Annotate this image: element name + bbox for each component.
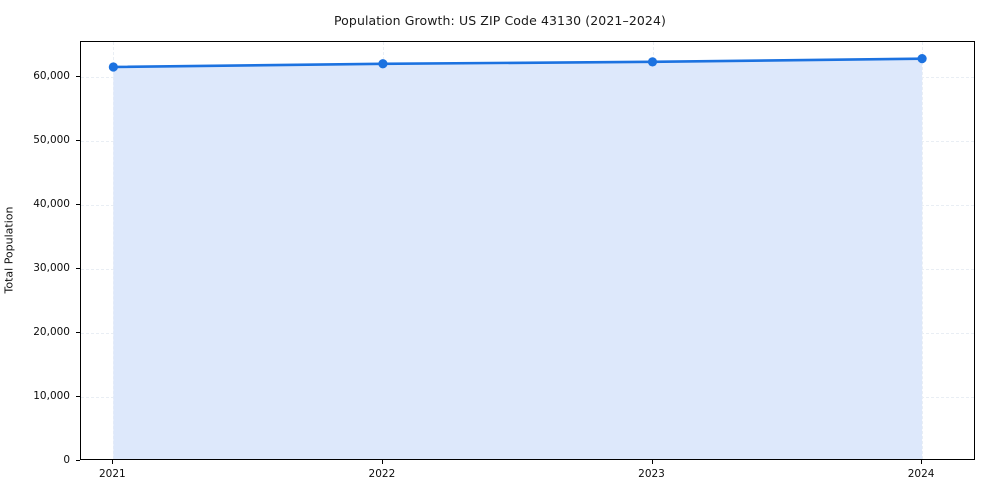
y-tick-label: 50,000 — [33, 133, 70, 146]
y-tick-label: 10,000 — [33, 389, 70, 402]
data-point-marker — [378, 59, 388, 69]
y-tick-mark — [76, 75, 80, 77]
line-path-population — [112, 57, 924, 69]
y-tick-mark — [76, 460, 80, 461]
data-point-marker — [108, 62, 118, 72]
x-tick-mark — [112, 460, 114, 464]
x-tick-label: 2024 — [907, 468, 935, 480]
area-fill-population — [113, 58, 923, 459]
y-tick-mark — [76, 395, 80, 397]
y-tick-mark — [76, 139, 80, 141]
y-tick-label: 30,000 — [33, 261, 70, 274]
chart-title: Population Growth: US ZIP Code 43130 (20… — [333, 13, 667, 28]
x-tick-mark — [381, 460, 383, 464]
y-tick-label: 20,000 — [33, 325, 70, 338]
x-tick-label: 2022 — [368, 468, 396, 480]
y-tick-mark — [76, 203, 80, 205]
gridline-vertical — [922, 42, 924, 459]
plot-area — [80, 41, 975, 460]
series-line-population — [108, 54, 927, 459]
data-point-marker — [917, 54, 927, 64]
data-point-marker — [647, 57, 658, 67]
x-tick-mark — [921, 460, 923, 464]
y-tick-label: 40,000 — [33, 197, 70, 210]
y-tick-mark — [76, 267, 80, 269]
y-tick-label: 60,000 — [33, 69, 70, 82]
data-point-markers — [108, 54, 927, 72]
x-tick-mark — [651, 460, 653, 464]
x-tick-label: 2021 — [98, 468, 126, 480]
y-tick-label: 0 — [63, 454, 70, 466]
y-tick-mark — [76, 331, 80, 333]
y-axis-title: Total Population — [2, 206, 16, 294]
plot-inner — [81, 42, 974, 459]
x-tick-label: 2023 — [638, 468, 665, 480]
